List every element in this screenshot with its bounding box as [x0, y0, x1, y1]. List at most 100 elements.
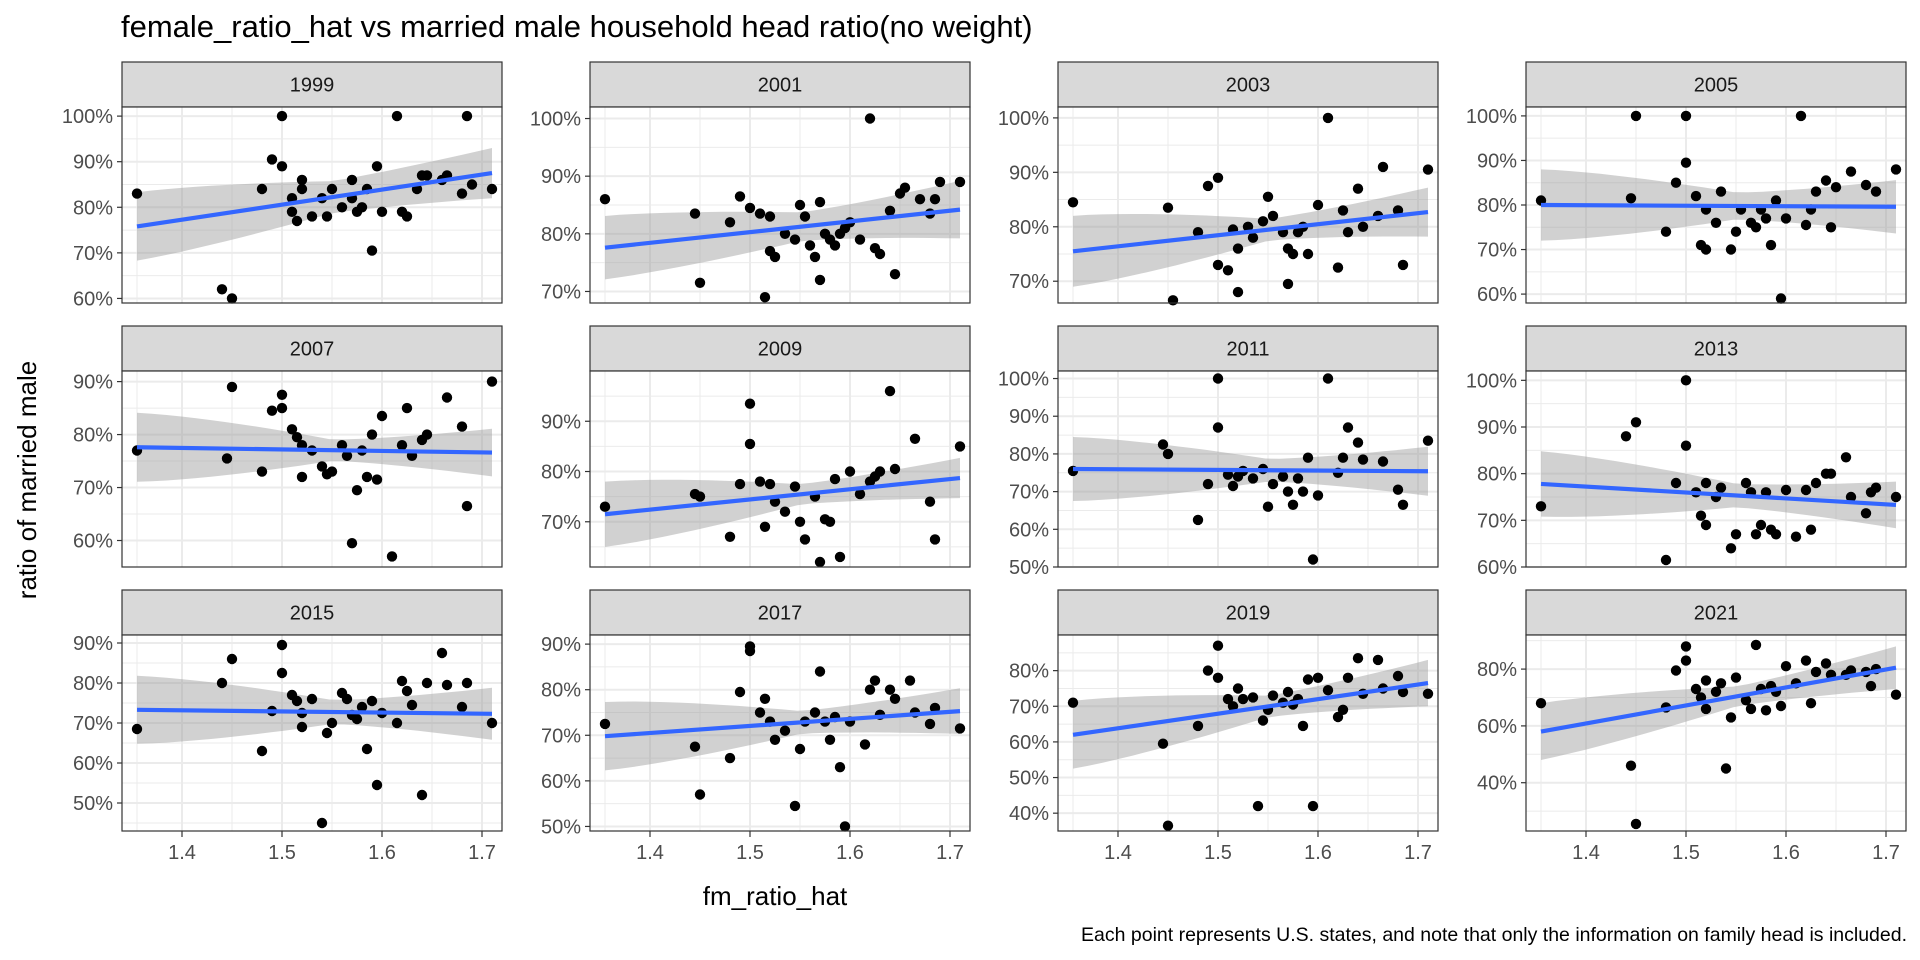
- y-tick-label: 90%: [1477, 150, 1517, 172]
- y-tick-label: 70%: [541, 725, 581, 747]
- facet-panel-2021: 2021 40% 60% 80% 1.4 1.5 1.6 1.7: [1477, 589, 1907, 864]
- y-tick-label: 100%: [998, 108, 1049, 130]
- data-point: [421, 170, 433, 181]
- data-point: [1292, 473, 1304, 484]
- data-point: [954, 441, 966, 452]
- facet-panel-2005: 2005 60% 70% 80% 90% 100%: [1466, 61, 1907, 306]
- data-point: [1267, 690, 1279, 701]
- data-point: [1770, 195, 1782, 206]
- data-point: [1730, 672, 1742, 683]
- data-point: [799, 211, 811, 222]
- facet-panel-2013: 2013 60% 70% 80% 90% 100%: [1466, 325, 1907, 579]
- y-tick-label: 50%: [1009, 557, 1049, 579]
- data-point: [734, 686, 746, 698]
- data-point: [1780, 661, 1792, 672]
- data-point: [1257, 216, 1269, 227]
- data-point: [1372, 654, 1384, 666]
- data-point: [1357, 221, 1369, 232]
- data-point: [1397, 686, 1409, 698]
- data-point: [779, 228, 791, 239]
- data-point: [326, 717, 338, 729]
- data-point: [789, 234, 801, 245]
- data-point: [1192, 720, 1204, 732]
- data-point: [884, 684, 896, 695]
- data-point: [356, 701, 368, 713]
- data-point: [291, 695, 303, 707]
- data-point: [694, 789, 706, 800]
- data-point: [884, 205, 896, 216]
- confidence-band: [1541, 646, 1896, 760]
- panel-background: [590, 371, 970, 567]
- data-point: [326, 183, 338, 195]
- data-point: [1845, 166, 1857, 177]
- data-point: [461, 677, 473, 689]
- facet-panel-2007: 2007 60% 70% 80% 90%: [73, 325, 503, 568]
- x-tick-label: 1.7: [1872, 842, 1900, 864]
- data-point: [864, 113, 876, 124]
- strip-background: [121, 61, 503, 108]
- y-tick-label: 70%: [541, 281, 581, 303]
- data-point: [1212, 373, 1224, 384]
- data-point: [904, 675, 916, 686]
- data-point: [1247, 473, 1259, 484]
- y-tick-label: 80%: [1009, 444, 1049, 466]
- data-point: [131, 188, 143, 199]
- data-point: [1162, 202, 1174, 213]
- strip-label-2013: 2013: [1694, 339, 1739, 361]
- data-point: [794, 199, 806, 211]
- x-tick-label: 1.6: [1304, 842, 1332, 864]
- strip-label-1999: 1999: [290, 75, 335, 97]
- data-point: [256, 183, 268, 195]
- data-point: [1870, 186, 1882, 197]
- data-point: [396, 440, 408, 451]
- data-point: [694, 491, 706, 502]
- data-point: [1332, 262, 1344, 273]
- data-point: [1212, 640, 1224, 651]
- confidence-band: [137, 148, 492, 261]
- data-point: [899, 182, 911, 193]
- data-point: [1297, 486, 1309, 497]
- strip-label-2021: 2021: [1694, 603, 1739, 625]
- data-point: [1302, 674, 1314, 685]
- data-point: [909, 433, 921, 444]
- data-point: [1760, 487, 1772, 498]
- data-point: [1277, 471, 1289, 482]
- data-point: [1860, 508, 1872, 519]
- data-point: [1680, 110, 1692, 122]
- data-point: [1795, 110, 1807, 122]
- data-point: [1322, 112, 1334, 124]
- y-tick-label: 70%: [1009, 482, 1049, 504]
- data-point: [859, 739, 871, 750]
- panel-border: [589, 370, 971, 568]
- data-point: [401, 402, 413, 414]
- y-tick-label: 80%: [73, 425, 113, 447]
- data-point: [1227, 701, 1239, 712]
- data-point: [1725, 244, 1737, 255]
- panel-border: [589, 634, 971, 832]
- data-point: [276, 161, 288, 172]
- data-point: [1670, 177, 1682, 188]
- y-tick-label: 100%: [998, 369, 1049, 391]
- strip-label-2015: 2015: [290, 603, 335, 625]
- data-point: [1865, 680, 1877, 692]
- data-point: [336, 202, 348, 213]
- data-point: [1805, 524, 1817, 535]
- facet-panel-2009: 2009 70% 80% 90%: [541, 325, 971, 568]
- data-point: [336, 440, 348, 451]
- data-point: [1670, 665, 1682, 676]
- data-point: [1820, 658, 1832, 669]
- data-point: [1192, 227, 1204, 238]
- data-point: [456, 421, 468, 432]
- data-point: [1660, 226, 1672, 237]
- data-point: [391, 110, 403, 122]
- data-point: [1227, 480, 1239, 492]
- data-point: [809, 707, 821, 718]
- data-point: [376, 206, 388, 217]
- data-point: [466, 179, 478, 190]
- data-point: [376, 410, 388, 422]
- data-point: [1322, 373, 1334, 384]
- fit-line: [1540, 481, 1897, 508]
- facet-panel-2015: 2015 50% 60% 70% 80% 90% 1.4 1.5 1.6 1.7: [73, 589, 503, 864]
- y-tick-label: 100%: [62, 106, 113, 128]
- y-tick-label: 60%: [73, 288, 113, 310]
